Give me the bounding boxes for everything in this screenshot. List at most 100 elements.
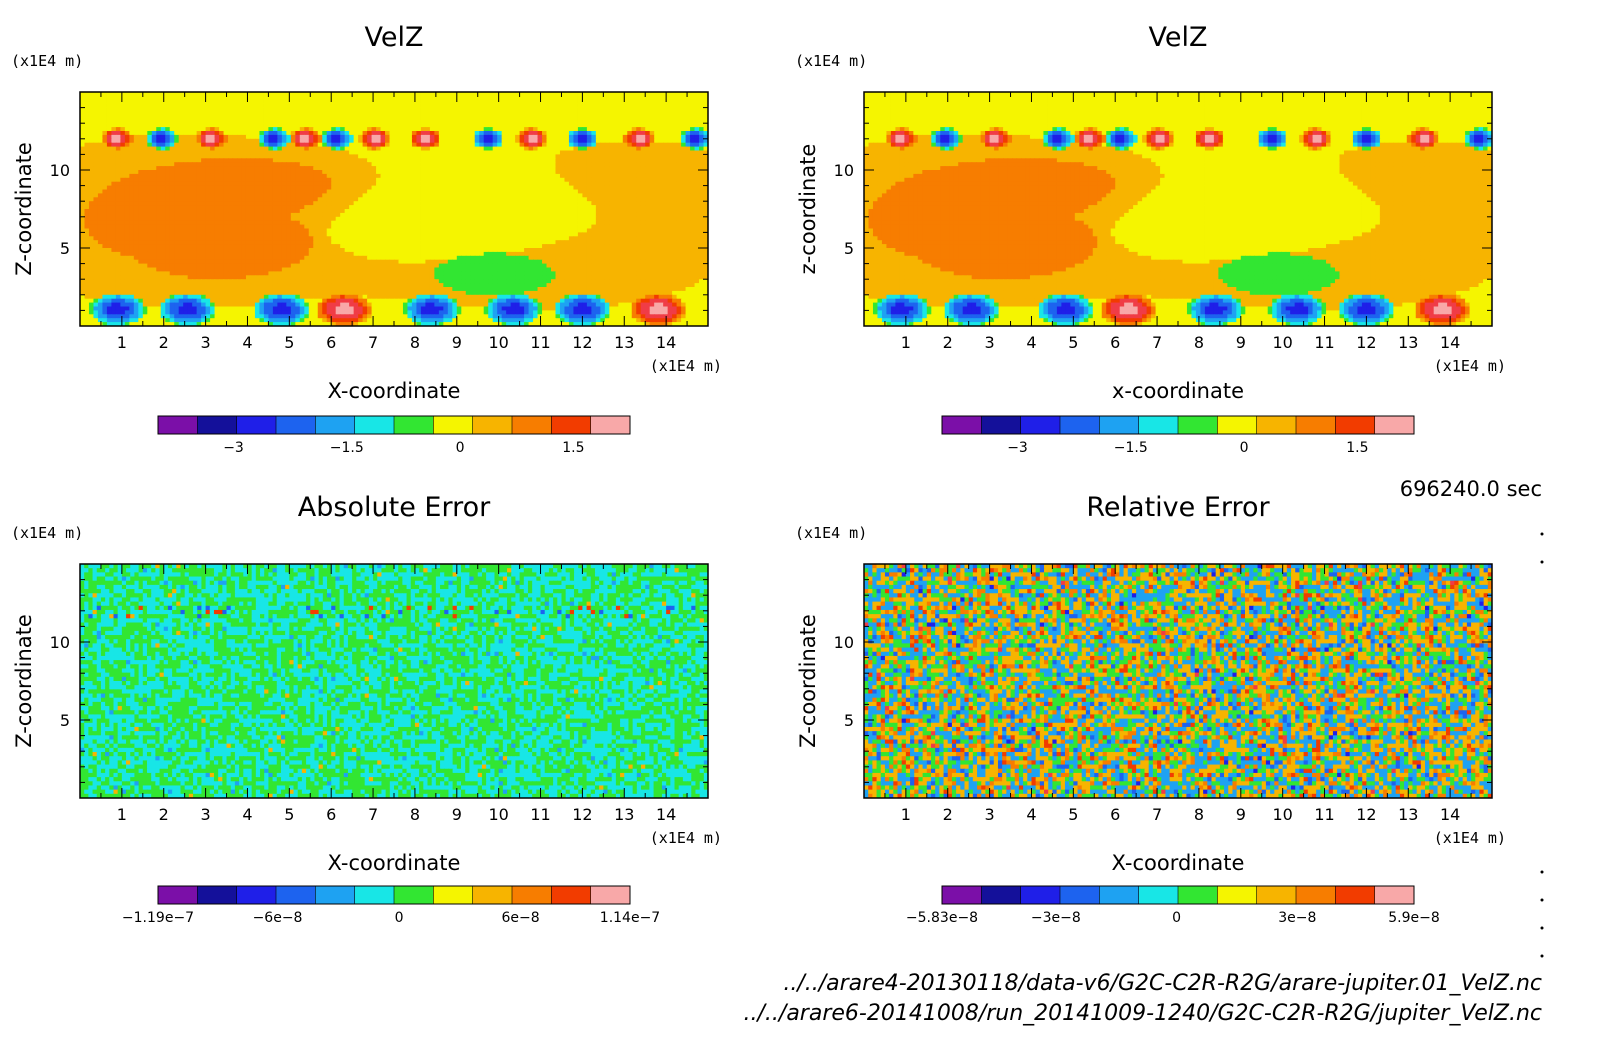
contour-cell xyxy=(237,107,243,113)
contour-cell xyxy=(138,103,144,109)
contour-cell xyxy=(456,150,462,155)
contour-cell xyxy=(667,150,673,155)
contour-cell xyxy=(515,111,521,116)
contour-cell xyxy=(407,150,413,155)
contour-cell xyxy=(299,173,305,179)
contour-cell xyxy=(169,170,175,175)
contour-cell xyxy=(349,193,355,198)
contour-cell xyxy=(254,197,261,202)
contour-cell xyxy=(385,119,391,124)
contour-cell xyxy=(394,95,400,101)
contour-cell xyxy=(322,95,328,101)
contour-cell xyxy=(228,146,234,152)
contour-cell xyxy=(510,158,516,163)
contour-cell xyxy=(106,216,112,222)
contour-cell xyxy=(420,134,426,140)
contour-cell xyxy=(425,123,431,128)
contour-cell xyxy=(281,142,287,148)
contour-cell xyxy=(196,111,202,116)
contour-cell xyxy=(542,158,548,163)
contour-cell xyxy=(263,177,269,183)
contour-cell xyxy=(205,181,211,187)
contour-cell xyxy=(519,107,525,113)
contour-cell xyxy=(546,138,552,144)
contour-cell xyxy=(376,220,382,226)
contour-cell xyxy=(667,92,673,97)
contour-cell xyxy=(452,146,458,152)
contour-cell xyxy=(394,123,400,128)
contour-cell xyxy=(174,146,180,152)
contour-cell xyxy=(111,220,117,226)
contour-cell xyxy=(622,185,628,191)
contour-cell xyxy=(438,119,444,124)
contour-cell xyxy=(353,146,359,152)
contour-cell xyxy=(156,193,162,198)
contour-cell xyxy=(613,123,619,128)
contour-cell xyxy=(546,123,552,128)
contour-cell xyxy=(402,201,409,206)
contour-cell xyxy=(376,181,382,187)
contour-cell xyxy=(649,123,655,128)
contour-cell xyxy=(452,209,458,214)
contour-cell xyxy=(160,142,166,148)
contour-cell xyxy=(582,212,588,218)
contour-cell xyxy=(568,193,575,198)
contour-cell xyxy=(317,99,323,105)
contour-cell xyxy=(160,170,166,175)
contour-cell xyxy=(304,142,310,148)
contour-cell xyxy=(510,212,516,218)
contour-cell xyxy=(84,138,90,144)
contour-cell xyxy=(210,220,216,226)
contour-cell xyxy=(429,216,435,222)
contour-cell xyxy=(151,158,157,163)
contour-cell xyxy=(263,95,269,101)
contour-cell xyxy=(609,103,615,109)
contour-cell xyxy=(272,146,278,152)
contour-cell xyxy=(344,134,350,140)
contour-cell xyxy=(232,193,238,198)
contour-cell xyxy=(663,181,669,187)
contour-cell xyxy=(84,99,90,105)
contour-cell xyxy=(658,131,664,136)
contour-cell xyxy=(533,131,539,136)
contour-cell xyxy=(165,142,171,148)
contour-cell xyxy=(663,216,669,222)
contour-cell xyxy=(604,185,610,191)
contour-cell xyxy=(237,99,243,105)
contour-cell xyxy=(407,131,413,136)
contour-cell xyxy=(609,181,615,187)
contour-cell xyxy=(201,166,207,171)
contour-cell xyxy=(304,115,310,120)
contour-cell xyxy=(398,173,404,179)
contour-cell xyxy=(214,228,220,233)
contour-cell xyxy=(290,150,296,155)
contour-cell xyxy=(564,154,570,159)
contour-cell xyxy=(510,131,516,136)
contour-cell xyxy=(124,177,130,183)
contour-cell xyxy=(120,127,126,132)
contour-cell xyxy=(551,138,557,144)
contour-cell xyxy=(317,228,323,233)
contour-cell xyxy=(232,119,238,124)
contour-cell xyxy=(474,201,480,206)
contour-cell xyxy=(214,189,220,194)
contour-cell xyxy=(165,173,171,179)
contour-cell xyxy=(183,95,189,101)
contour-cell xyxy=(447,193,453,198)
contour-cell xyxy=(326,107,332,113)
contour-cell xyxy=(676,189,682,194)
contour-cell xyxy=(546,95,552,101)
contour-cell xyxy=(389,115,395,120)
contour-cell xyxy=(672,212,678,218)
contour-cell xyxy=(228,142,234,148)
contour-cell xyxy=(533,166,539,171)
contour-cell xyxy=(353,166,359,171)
contour-cell xyxy=(640,212,646,218)
contour-cell xyxy=(559,146,566,152)
contour-cell xyxy=(169,166,175,171)
contour-cell xyxy=(568,166,575,171)
contour-cell xyxy=(340,95,346,101)
contour-cell xyxy=(649,189,655,194)
contour-cell xyxy=(299,197,305,202)
contour-cell xyxy=(416,205,422,210)
